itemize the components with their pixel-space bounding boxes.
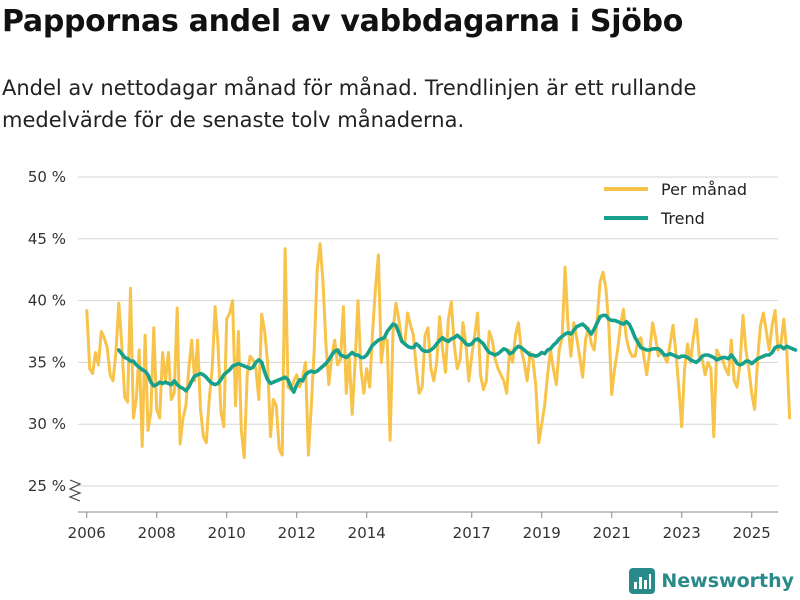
x-tick-label: 2017 xyxy=(453,524,491,542)
legend-label-trend: Trend xyxy=(660,209,705,228)
x-tick-label: 2010 xyxy=(208,524,246,542)
x-tick-label: 2014 xyxy=(348,524,386,542)
legend: Per månad Trend xyxy=(604,180,747,228)
x-tick-label: 2023 xyxy=(663,524,701,542)
x-tick-label: 2019 xyxy=(523,524,561,542)
y-tick-label: 50 % xyxy=(28,168,66,186)
axis-layer: 25 % 30 % 35 % 40 % 45 % 50 % 2006 2008 2010 2012… xyxy=(28,168,778,542)
x-tick-label: 2012 xyxy=(278,524,316,542)
x-tick-label: 2021 xyxy=(593,524,631,542)
legend-label-per-manad: Per månad xyxy=(661,180,747,199)
chart-title: Pappornas andel av vabbdagarna i Sjöbo xyxy=(2,4,684,39)
y-tick-label: 25 % xyxy=(28,477,66,495)
y-tick-label: 40 % xyxy=(28,292,66,310)
axis-break-icon xyxy=(68,479,82,502)
brand-name: Newsworthy xyxy=(661,570,794,592)
y-tick-label: 45 % xyxy=(28,230,66,248)
x-tick-label: 2008 xyxy=(138,524,176,542)
series-line-per-manad xyxy=(85,242,792,460)
x-tick-label: 2006 xyxy=(68,524,106,542)
series-line-trend xyxy=(117,313,798,394)
y-tick-label: 30 % xyxy=(28,415,66,433)
x-tick-label: 2025 xyxy=(733,524,771,542)
chart-subtitle: Andel av nettodagar månad för månad. Tre… xyxy=(2,76,697,132)
series-layer xyxy=(85,242,798,460)
newsworthy-logo-icon xyxy=(629,568,656,594)
y-tick-label: 35 % xyxy=(28,353,66,371)
brand-logo[interactable]: Newsworthy xyxy=(629,568,794,594)
